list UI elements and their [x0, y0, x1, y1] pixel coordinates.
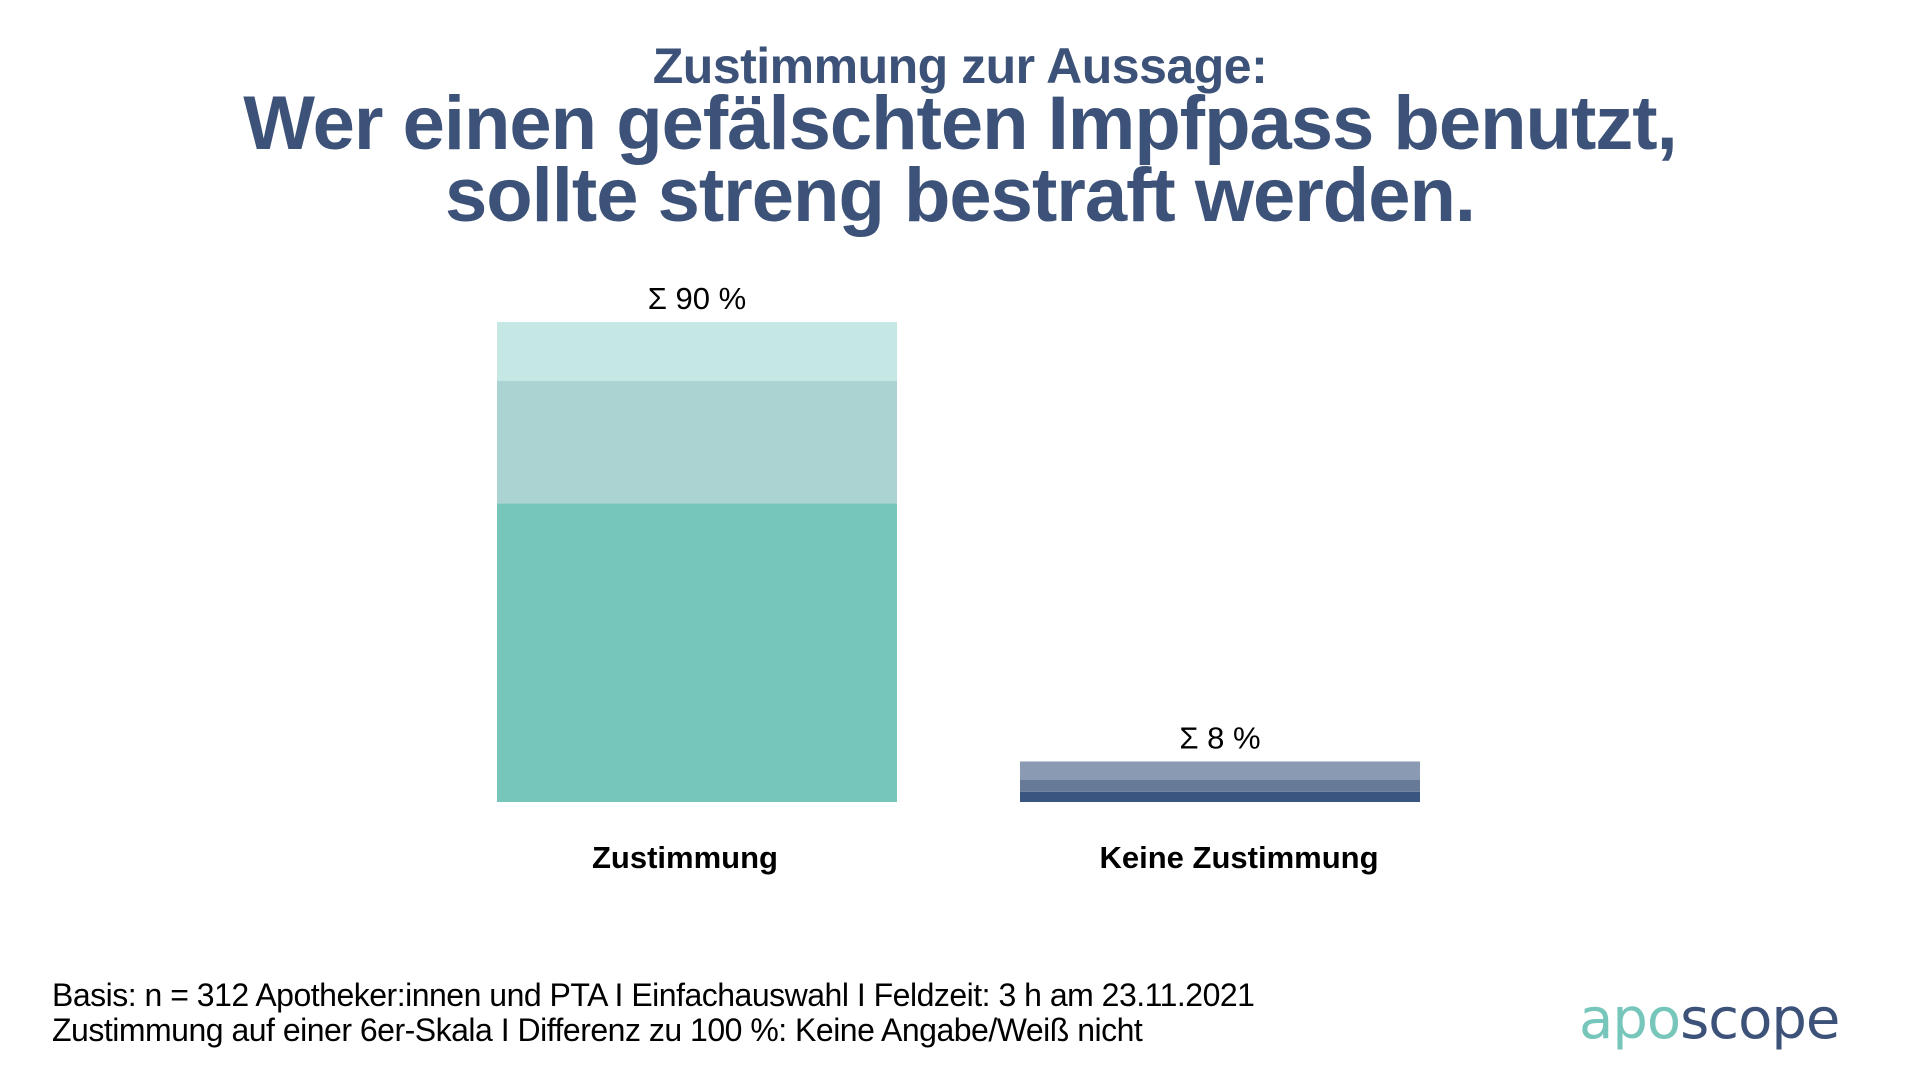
logo-part-apo: apo: [1579, 987, 1681, 1052]
chart-subtitle: Zustimmung zur Aussage:: [652, 38, 1268, 94]
bar-segment: [1020, 779, 1420, 792]
logo-part-scope: scope: [1680, 987, 1840, 1052]
bar-segment: [497, 380, 897, 504]
bar-segment: [497, 322, 897, 381]
chart-title-line-1: Wer einen gefälschten Impfpass benutzt,: [243, 81, 1677, 166]
footnote: Basis: n = 312 Apotheker:innen und PTA I…: [52, 977, 1255, 1048]
category-label: Zustimmung: [592, 840, 778, 875]
category-label: Keine Zustimmung: [1099, 840, 1378, 875]
aposcope-logo: aposcope: [1579, 987, 1840, 1052]
footnote-line-2: Zustimmung auf einer 6er-Skala I Differe…: [52, 1012, 1143, 1048]
bar-total-label: Σ 8 %: [1179, 720, 1260, 755]
bar-segment: [1020, 791, 1420, 802]
bar-segment: [497, 503, 897, 802]
chart-title: Wer einen gefälschten Impfpass benutzt, …: [0, 81, 1920, 238]
chart-title-line-2: sollte streng bestraft werden.: [444, 153, 1476, 238]
bar-total-label: Σ 90 %: [648, 281, 746, 316]
footnote-line-1: Basis: n = 312 Apotheker:innen und PTA I…: [52, 977, 1255, 1013]
bar-group: Σ 90 % Zustimmung: [497, 281, 897, 875]
bar-group: Σ 8 % Keine Zustimmung: [1020, 720, 1420, 875]
bar-segment: [1020, 761, 1420, 780]
